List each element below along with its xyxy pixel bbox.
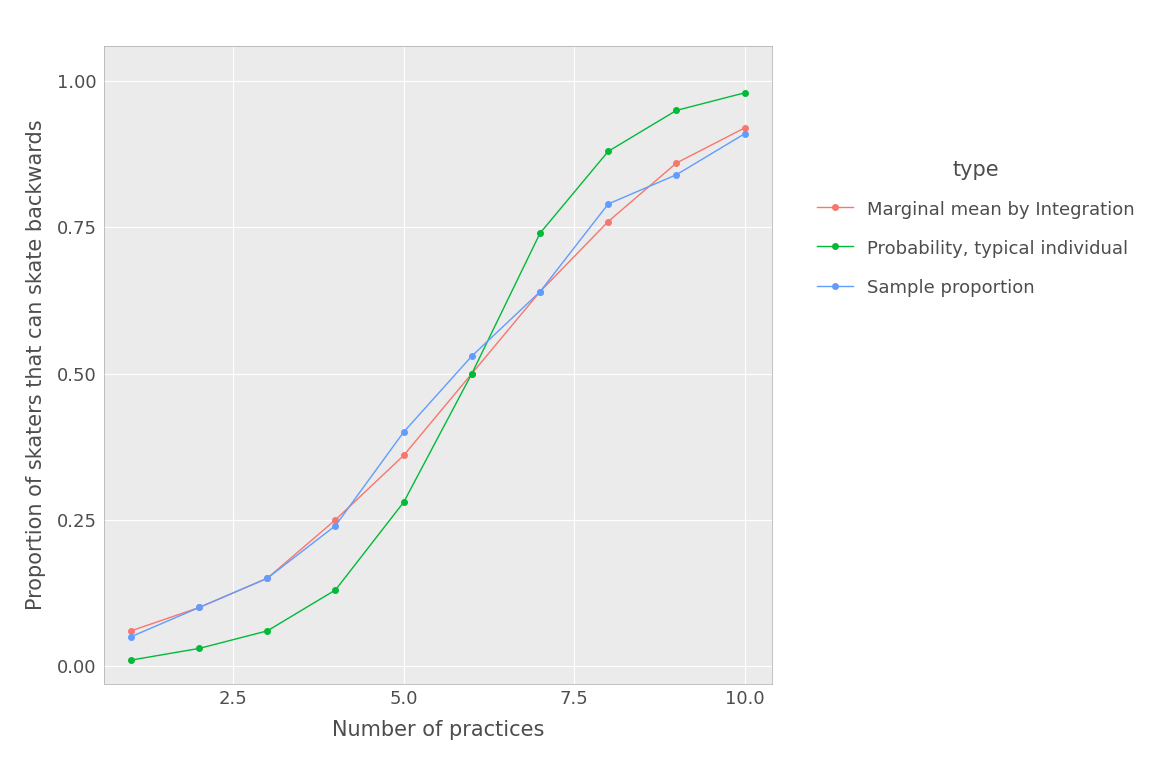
X-axis label: Number of practices: Number of practices bbox=[332, 720, 544, 740]
Legend: Marginal mean by Integration, Probability, typical individual, Sample proportion: Marginal mean by Integration, Probabilit… bbox=[808, 151, 1144, 306]
Y-axis label: Proportion of skaters that can skate backwards: Proportion of skaters that can skate bac… bbox=[25, 120, 46, 610]
